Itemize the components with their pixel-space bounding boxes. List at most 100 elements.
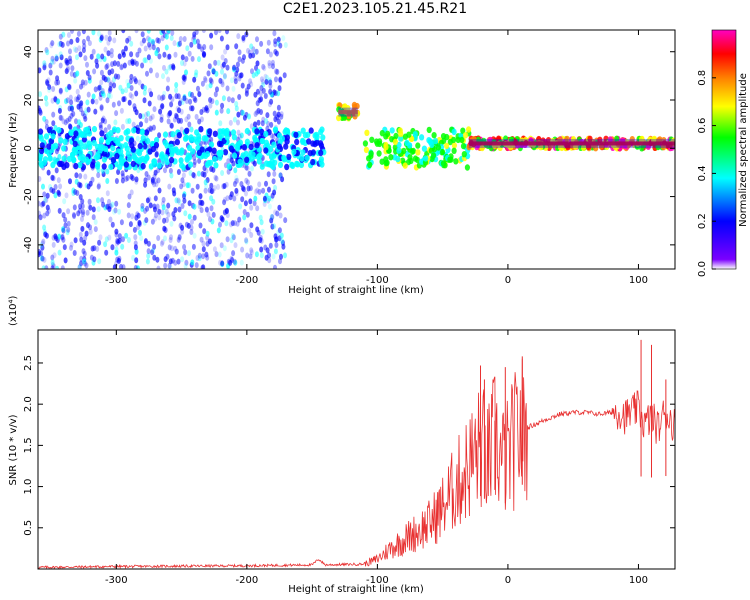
heatmap-cell bbox=[451, 128, 457, 136]
heatmap-cell bbox=[184, 156, 190, 163]
heatmap-cell bbox=[145, 258, 150, 265]
heatmap-cell bbox=[39, 255, 44, 262]
heatmap-cell bbox=[272, 110, 277, 117]
y-tick-label: 2.5 bbox=[23, 355, 34, 371]
heatmap-cell bbox=[149, 126, 153, 133]
heatmap-cell bbox=[447, 156, 453, 163]
heatmap-cell bbox=[310, 158, 316, 166]
heatmap-cell bbox=[208, 77, 213, 84]
heatmap-cell bbox=[113, 119, 118, 126]
heatmap-cell bbox=[431, 145, 438, 153]
heatmap-cell bbox=[152, 243, 157, 250]
heatmap-cell bbox=[247, 170, 252, 177]
heatmap-cell bbox=[126, 82, 131, 89]
heatmap-cell bbox=[140, 206, 145, 212]
y-tick-label: 1.0 bbox=[23, 479, 34, 495]
heatmap-cell bbox=[94, 163, 101, 170]
heatmap-cell bbox=[275, 210, 280, 217]
heatmap-cell bbox=[178, 97, 183, 104]
heatmap-cell bbox=[179, 108, 184, 115]
heatmap-cell bbox=[431, 132, 437, 139]
heatmap-cell bbox=[166, 30, 171, 34]
heatmap-cell bbox=[249, 81, 254, 88]
heatmap-cell bbox=[273, 38, 278, 45]
heatmap-cell bbox=[172, 215, 177, 222]
heatmap-cell bbox=[189, 41, 194, 48]
heatmap-cell bbox=[64, 98, 68, 105]
heatmap-cell bbox=[463, 132, 469, 139]
heatmap-cell bbox=[248, 198, 253, 205]
heatmap-cell bbox=[234, 174, 239, 181]
heatmap-cell bbox=[263, 244, 268, 251]
heatmap-cell bbox=[214, 251, 219, 258]
heatmap-cell bbox=[182, 135, 189, 142]
heatmap-cell bbox=[217, 30, 222, 34]
heatmap-cell bbox=[191, 172, 196, 178]
heatmap-cell bbox=[91, 206, 96, 213]
heatmap-cell bbox=[121, 236, 125, 243]
heatmap-cell bbox=[379, 130, 385, 137]
heatmap-cell bbox=[77, 264, 82, 269]
heatmap-cell bbox=[211, 67, 216, 74]
heatmap-cell bbox=[38, 176, 42, 182]
heatmap-cell bbox=[245, 165, 250, 172]
heatmap-cell bbox=[242, 209, 247, 215]
heatmap-cell bbox=[134, 90, 139, 97]
heatmap-cell bbox=[193, 97, 198, 104]
heatmap-cell bbox=[99, 69, 104, 76]
spectrogram-frame bbox=[37, 29, 676, 270]
heatmap-cell bbox=[240, 152, 246, 159]
heatmap-cell bbox=[75, 70, 80, 77]
heatmap-cell bbox=[213, 91, 218, 98]
heatmap-cell bbox=[55, 265, 60, 269]
heatmap-cell bbox=[281, 239, 285, 246]
heatmap-cell bbox=[76, 94, 81, 101]
heatmap-cell bbox=[195, 183, 200, 190]
heatmap-cell bbox=[192, 38, 197, 45]
heatmap-cell bbox=[232, 258, 237, 265]
heatmap-cell bbox=[114, 200, 119, 207]
heatmap-cell bbox=[81, 82, 86, 88]
heatmap-cell bbox=[240, 57, 245, 64]
heatmap-cell bbox=[94, 98, 99, 105]
heatmap-cell bbox=[160, 103, 165, 110]
heatmap-cell bbox=[96, 206, 101, 213]
heatmap-cell bbox=[364, 129, 370, 136]
heatmap-cell bbox=[201, 106, 206, 113]
heatmap-cell bbox=[237, 56, 242, 63]
heatmap-cell bbox=[163, 227, 168, 233]
heatmap-cell bbox=[148, 44, 153, 51]
heatmap-cell bbox=[230, 220, 235, 227]
heatmap-cell bbox=[65, 229, 70, 236]
heatmap-cell bbox=[71, 156, 77, 164]
heatmap-cell bbox=[253, 195, 258, 202]
heatmap-cell bbox=[146, 174, 151, 181]
x-tick-label: 0 bbox=[505, 275, 511, 286]
heatmap-cell bbox=[318, 149, 324, 157]
heatmap-cell bbox=[182, 75, 187, 82]
heatmap-cell bbox=[107, 35, 112, 42]
heatmap-cell bbox=[124, 232, 129, 239]
heatmap-cell bbox=[272, 223, 277, 230]
heatmap-cell bbox=[131, 254, 136, 261]
heatmap-cell bbox=[151, 40, 156, 47]
heatmap-cell bbox=[283, 42, 288, 48]
heatmap-cell bbox=[255, 60, 260, 67]
heatmap-cell bbox=[157, 132, 162, 139]
heatmap-cell bbox=[222, 199, 227, 206]
heatmap-cell bbox=[259, 109, 263, 115]
heatmap-cell bbox=[216, 183, 221, 190]
heatmap-cell bbox=[108, 216, 113, 223]
heatmap-cell bbox=[105, 97, 110, 104]
heatmap-cell bbox=[114, 228, 119, 235]
heatmap-cell bbox=[244, 127, 250, 135]
heatmap-cell bbox=[451, 142, 457, 149]
heatmap-cell bbox=[103, 127, 108, 134]
heatmap-cell bbox=[127, 99, 132, 106]
heatmap-cell bbox=[41, 200, 46, 207]
heatmap-cell bbox=[103, 76, 108, 83]
heatmap-cell bbox=[152, 160, 158, 168]
heatmap-feature bbox=[362, 126, 472, 171]
heatmap-cell bbox=[180, 256, 185, 263]
heatmap-cell bbox=[64, 68, 69, 75]
